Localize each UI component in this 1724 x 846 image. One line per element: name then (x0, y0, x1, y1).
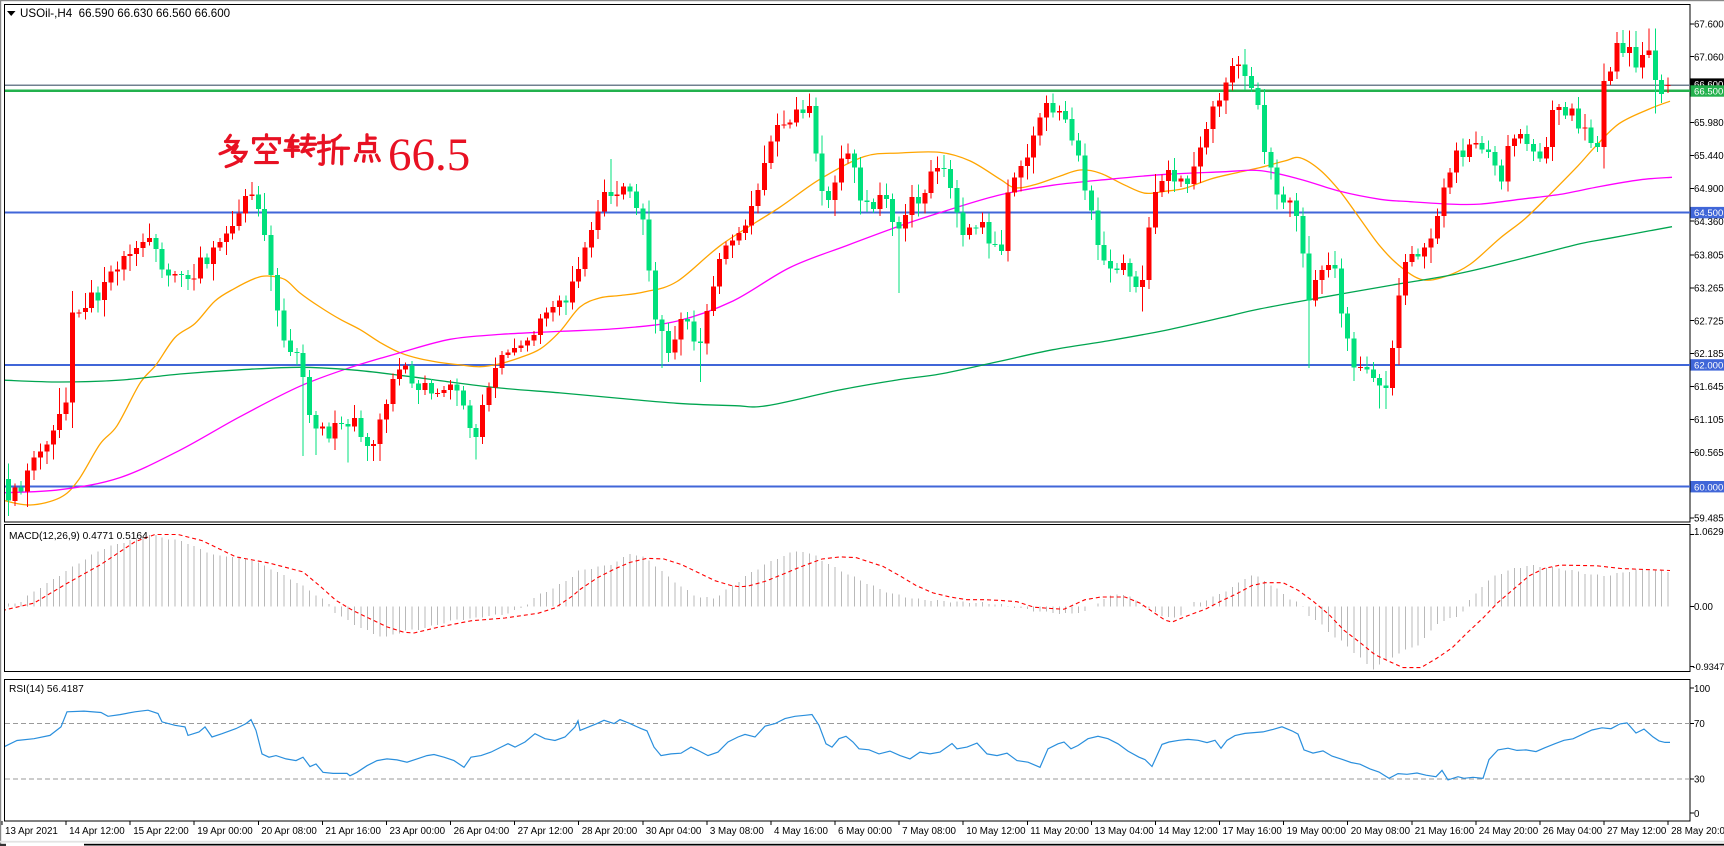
svg-text:30 Apr 04:00: 30 Apr 04:00 (646, 826, 702, 837)
svg-text:59.485: 59.485 (1694, 514, 1724, 525)
svg-text:62.185: 62.185 (1694, 349, 1724, 360)
svg-text:19 Apr 00:00: 19 Apr 00:00 (197, 826, 253, 837)
svg-text:61.645: 61.645 (1694, 382, 1724, 393)
svg-text:28 May 20:00: 28 May 20:00 (1671, 826, 1724, 837)
svg-text:64.500: 64.500 (1694, 208, 1723, 219)
svg-text:20 Apr 08:00: 20 Apr 08:00 (261, 826, 317, 837)
svg-text:27 May 12:00: 27 May 12:00 (1607, 826, 1667, 837)
svg-text:13 Apr 2021: 13 Apr 2021 (5, 826, 58, 837)
svg-text:66.500: 66.500 (1694, 87, 1723, 98)
svg-text:21 May 16:00: 21 May 16:00 (1415, 826, 1475, 837)
svg-text:66.600: 66.600 (1694, 80, 1723, 91)
svg-text:63.265: 63.265 (1694, 284, 1724, 295)
svg-text:RSI(14) 56.4187: RSI(14) 56.4187 (9, 684, 84, 695)
svg-text:27 Apr 12:00: 27 Apr 12:00 (518, 826, 574, 837)
svg-text:62.725: 62.725 (1694, 316, 1724, 327)
svg-text:30: 30 (1694, 775, 1705, 786)
svg-text:24 May 20:00: 24 May 20:00 (1479, 826, 1539, 837)
svg-text:66.5: 66.5 (388, 129, 470, 181)
svg-text:-0.9347: -0.9347 (1693, 661, 1724, 672)
svg-text:14 Apr 12:00: 14 Apr 12:00 (69, 826, 125, 837)
svg-text:26 Apr 04:00: 26 Apr 04:00 (454, 826, 510, 837)
svg-text:64.360: 64.360 (1694, 217, 1724, 228)
svg-text:21 Apr 16:00: 21 Apr 16:00 (325, 826, 381, 837)
svg-text:100: 100 (1694, 684, 1711, 695)
svg-text:60.000: 60.000 (1694, 482, 1723, 493)
svg-text:0.00: 0.00 (1694, 602, 1713, 613)
svg-text:28 Apr 20:00: 28 Apr 20:00 (582, 826, 638, 837)
svg-text:3 May 08:00: 3 May 08:00 (710, 826, 764, 837)
svg-text:6 May 00:00: 6 May 00:00 (838, 826, 892, 837)
svg-text:17 May 16:00: 17 May 16:00 (1223, 826, 1283, 837)
svg-text:15 Apr 22:00: 15 Apr 22:00 (133, 826, 189, 837)
svg-text:1.0629: 1.0629 (1694, 527, 1724, 538)
svg-text:0: 0 (1694, 809, 1700, 820)
svg-text:23 Apr 00:00: 23 Apr 00:00 (390, 826, 446, 837)
svg-text:70: 70 (1694, 719, 1705, 730)
svg-text:20 May 08:00: 20 May 08:00 (1351, 826, 1411, 837)
svg-text:USOil-,H4 66.590 66.630 66.56: USOil-,H4 66.590 66.630 66.560 66.600 (20, 7, 230, 20)
svg-text:19 May 00:00: 19 May 00:00 (1287, 826, 1347, 837)
svg-text:MACD(12,26,9) 0.4771 0.5164: MACD(12,26,9) 0.4771 0.5164 (9, 531, 148, 542)
svg-text:67.600: 67.600 (1694, 20, 1724, 31)
svg-text:63.805: 63.805 (1694, 251, 1724, 262)
svg-text:13 May 04:00: 13 May 04:00 (1094, 826, 1154, 837)
svg-text:64.900: 64.900 (1694, 184, 1724, 195)
svg-text:60.565: 60.565 (1694, 448, 1724, 459)
svg-text:14 May 12:00: 14 May 12:00 (1158, 826, 1218, 837)
svg-text:7 May 08:00: 7 May 08:00 (902, 826, 956, 837)
svg-text:10 May 12:00: 10 May 12:00 (966, 826, 1026, 837)
svg-text:11 May 20:00: 11 May 20:00 (1030, 826, 1089, 837)
svg-text:4 May 16:00: 4 May 16:00 (774, 826, 828, 837)
svg-text:65.440: 65.440 (1694, 151, 1724, 162)
svg-text:26 May 04:00: 26 May 04:00 (1543, 826, 1603, 837)
svg-text:67.060: 67.060 (1694, 52, 1724, 63)
svg-text:65.980: 65.980 (1694, 118, 1724, 129)
svg-text:61.105: 61.105 (1694, 415, 1724, 426)
svg-text:62.000: 62.000 (1694, 361, 1723, 372)
